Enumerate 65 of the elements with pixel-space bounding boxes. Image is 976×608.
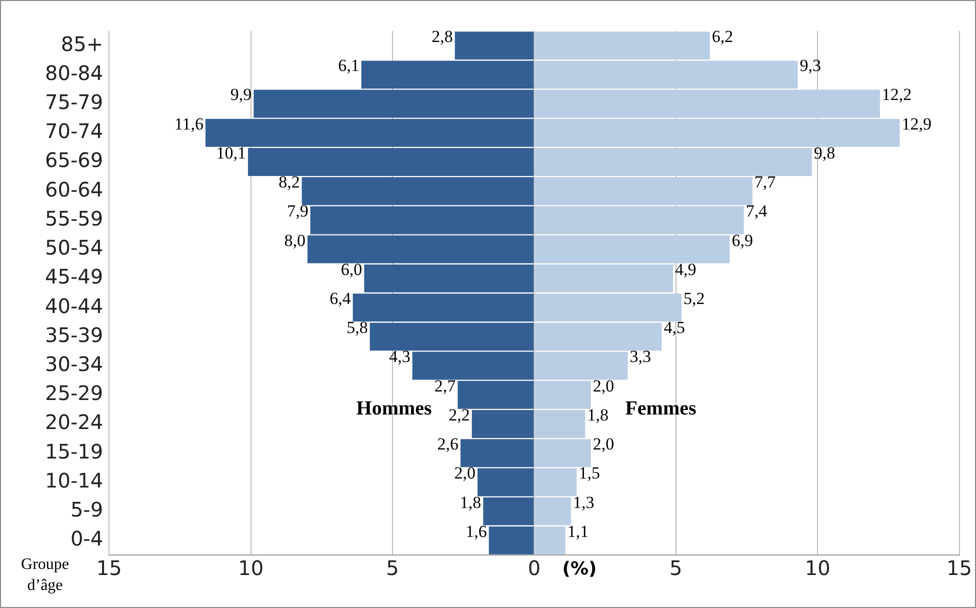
x-tick-label: 5: [386, 556, 399, 580]
x-tick-label: 15: [96, 556, 122, 580]
data-label: 12,2: [882, 85, 912, 104]
data-label: 8,2: [278, 172, 300, 192]
data-label: 6,0: [340, 260, 362, 279]
data-label: 2,7: [434, 376, 456, 396]
y-tick-label: 80-84: [44, 60, 104, 85]
data-label: 10,1: [216, 143, 246, 162]
data-label: 2,6: [437, 434, 459, 454]
y-tick-label: 15-19: [44, 439, 104, 464]
data-label: 9,8: [814, 143, 836, 162]
x-tick-label: 10: [238, 556, 264, 580]
data-label: 2,0: [592, 434, 614, 454]
y-tick-label: 10-14: [44, 468, 104, 492]
y-tick-label: 50-54: [44, 236, 104, 260]
data-label: 6,9: [732, 230, 753, 250]
y-tick-label: 85+: [60, 32, 104, 56]
x-tick-label: 0: [528, 556, 541, 580]
x-tick-label: 10: [804, 556, 830, 580]
y-tick-label: 65-69: [44, 148, 104, 172]
y-tick-label: 40-44: [44, 294, 104, 318]
y-tick-label: 70-74: [44, 119, 104, 144]
y-tick-label: 5-9: [70, 498, 104, 522]
data-label: 2,0: [592, 376, 614, 396]
data-label: 11,6: [174, 114, 204, 134]
data-label: 6,1: [338, 56, 360, 76]
data-label: 9,9: [230, 85, 252, 104]
series-label: Hommes: [356, 398, 432, 420]
y-tick-label: 25-29: [44, 381, 104, 406]
y-tick-label: 0-4: [70, 526, 104, 551]
y-tick-label: 55-59: [44, 206, 104, 230]
x-axis-title: (%): [562, 558, 597, 580]
data-label: 1,3: [573, 492, 594, 512]
y-tick-label: 35-39: [44, 322, 104, 347]
data-label: 9,3: [800, 56, 821, 76]
data-label: 4,9: [675, 260, 696, 279]
data-label: 7,4: [746, 202, 768, 221]
data-label: 2,0: [454, 464, 476, 483]
data-label: 7,9: [287, 202, 308, 221]
data-label: 2,2: [448, 405, 470, 424]
y-tick-label: 75-79: [44, 90, 104, 114]
data-label: 3,3: [630, 347, 651, 366]
y-axis-title: Groupe d’âge: [21, 556, 69, 594]
y-tick-label: 60-64: [44, 177, 104, 202]
data-label: 12,9: [902, 114, 932, 134]
data-label: 7,7: [754, 172, 776, 192]
x-tick-label: 5: [670, 556, 682, 580]
data-label: 1,5: [578, 464, 600, 483]
data-label: 4,3: [389, 347, 410, 366]
data-label: 8,0: [284, 230, 306, 250]
data-label: 1,6: [466, 522, 487, 541]
y-tick-label: 30-34: [44, 352, 104, 376]
data-label: 5,8: [346, 318, 368, 338]
data-label: 1,8: [587, 405, 608, 424]
data-label: 4,5: [664, 318, 685, 338]
x-tick-label: 15: [946, 556, 972, 580]
data-label: 1,1: [567, 522, 589, 541]
y-tick-label: 20-24: [44, 410, 104, 434]
data-label: 6,2: [712, 27, 734, 46]
data-label: 1,8: [460, 492, 482, 512]
y-tick-label: 45-49: [44, 264, 104, 289]
data-label: 2,8: [432, 27, 453, 46]
series-label: Femmes: [625, 398, 696, 420]
data-label: 5,2: [684, 289, 705, 308]
data-label: 6,4: [330, 289, 352, 308]
